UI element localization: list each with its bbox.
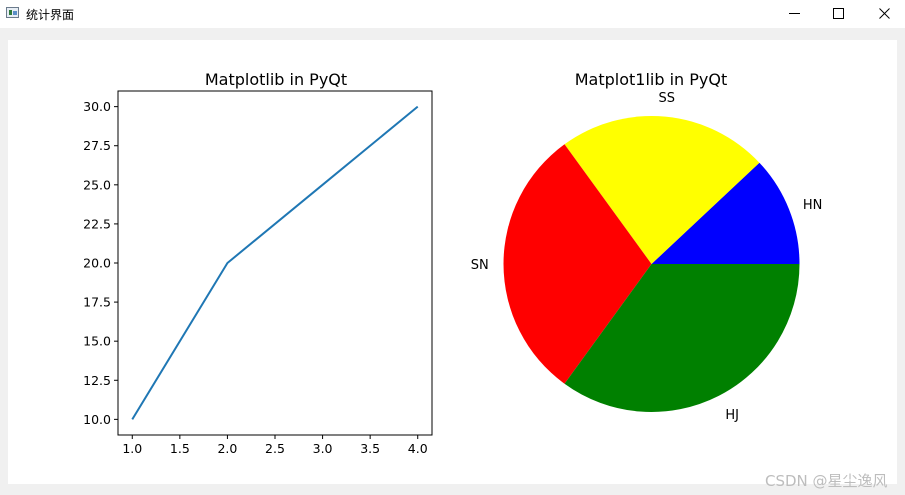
title-bar[interactable]: 统计界面 (0, 0, 905, 28)
line-chart-axes: 1.0 1.5 2.0 2.5 3.0 3.5 4.0 10.0 12.5 15.0 17.5 20.… (83, 90, 433, 456)
matplotlib-figure: Matplotlib in PyQt 1.0 1.5 2.0 2.5 3.0 3.5 4.0… (83, 70, 823, 456)
pie-chart-title: Matplot1lib in PyQt (575, 70, 728, 89)
x-tick-label: 3.0 (313, 441, 333, 456)
x-tick-label: 1.0 (122, 441, 142, 456)
close-button[interactable] (862, 0, 905, 28)
minimize-icon (789, 13, 800, 14)
pie-labels: HN SS SN HJ (471, 91, 823, 423)
y-tick-label: 15.0 (83, 334, 111, 349)
x-tick-label: 2.5 (265, 441, 285, 456)
pie-slice-hn (651, 162, 800, 264)
x-tick-label: 2.0 (217, 441, 237, 456)
minimize-button[interactable] (772, 0, 818, 28)
y-tick-label: 12.5 (83, 373, 111, 388)
y-tick-label: 17.5 (83, 295, 111, 310)
pie-label-sn: SN (471, 258, 489, 273)
pie-chart: Matplot1lib in PyQt HN SS SN HJ (471, 70, 823, 423)
window-title: 统计界面 (26, 8, 75, 22)
line-chart-frame (117, 90, 433, 436)
app-icon (6, 7, 19, 18)
maximize-icon (833, 8, 844, 19)
y-tick-label: 30.0 (83, 99, 111, 114)
close-icon (879, 8, 890, 19)
watermark: CSDN @星尘逸风 (765, 472, 888, 490)
pie-label-hj: HJ (725, 408, 739, 423)
pie-slice-ss (564, 116, 760, 264)
y-tick-label: 20.0 (83, 256, 111, 271)
line-chart: Matplotlib in PyQt 1.0 1.5 2.0 2.5 3.0 3.5 4.0… (83, 70, 433, 456)
y-tick-label: 27.5 (83, 138, 111, 153)
x-tick-label: 3.5 (360, 441, 380, 456)
y-tick-label: 25.0 (83, 177, 111, 192)
x-tick-label: 4.0 (408, 441, 428, 456)
line-series (131, 105, 419, 420)
pie-label-ss: SS (659, 91, 676, 106)
figure-canvas: Matplotlib in PyQt 1.0 1.5 2.0 2.5 3.0 3.5 4.0… (8, 40, 897, 484)
line-chart-title: Matplotlib in PyQt (205, 70, 347, 89)
pie-slice-sn (503, 144, 652, 384)
pie-slices (503, 116, 800, 412)
y-tick-label: 10.0 (83, 412, 111, 427)
y-tick-label: 22.5 (83, 216, 111, 231)
pie-label-hn: HN (803, 198, 823, 213)
maximize-button[interactable] (816, 0, 862, 28)
pie-slice-hj (564, 264, 800, 412)
x-tick-label: 1.5 (170, 441, 190, 456)
